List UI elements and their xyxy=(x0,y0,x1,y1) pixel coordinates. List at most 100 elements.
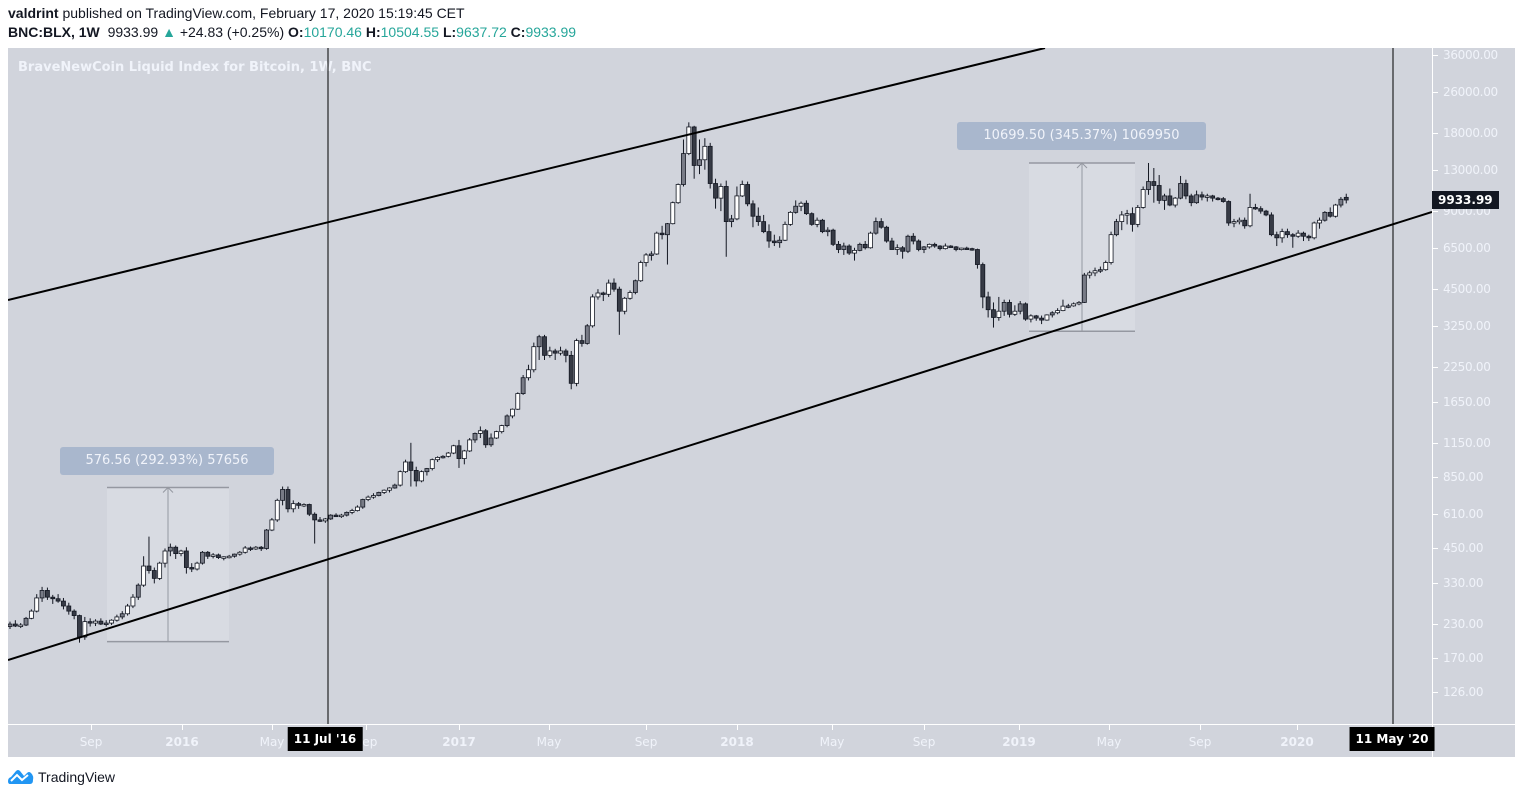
price-tick xyxy=(1433,133,1438,135)
author-name[interactable]: valdrint xyxy=(8,5,59,21)
candle-body xyxy=(1204,195,1210,198)
time-tick xyxy=(924,725,925,730)
candle-body xyxy=(483,430,489,446)
candle-body xyxy=(568,354,574,384)
candle-body xyxy=(1172,197,1178,206)
time-tick xyxy=(1297,725,1298,730)
channel-lower-trendline[interactable] xyxy=(8,211,1432,661)
candle-body xyxy=(424,468,430,473)
price-tick xyxy=(1433,211,1438,213)
candle-body xyxy=(1231,221,1237,224)
candle-body xyxy=(921,246,927,250)
candle-body xyxy=(542,336,547,356)
candle-body xyxy=(515,393,521,410)
candle-body xyxy=(1258,208,1264,212)
candle-body xyxy=(547,350,553,356)
candle-body xyxy=(809,213,815,225)
candle-body xyxy=(461,450,467,459)
measure-label-1[interactable]: 576.56 (292.93%) 57656 xyxy=(60,447,274,475)
candle-body xyxy=(616,288,622,312)
time-axis-label: Sep xyxy=(634,735,658,749)
candle-body xyxy=(419,471,424,482)
open-label: O: xyxy=(288,24,304,40)
candle-body xyxy=(1311,222,1317,239)
candle-body xyxy=(365,496,371,500)
candle-body xyxy=(477,430,483,434)
candle-body xyxy=(39,590,45,599)
candle-body xyxy=(750,203,756,217)
candle-body xyxy=(739,184,745,197)
candle-body xyxy=(371,495,376,498)
candle-body xyxy=(280,489,285,501)
candle-body xyxy=(681,153,686,185)
candle-body xyxy=(1087,272,1093,276)
candle-body xyxy=(119,613,125,618)
candle-body xyxy=(574,340,579,384)
candle-body xyxy=(18,624,24,627)
tradingview-footer[interactable]: TradingView xyxy=(8,768,115,786)
candle-body xyxy=(558,350,563,354)
candle-body xyxy=(937,245,943,250)
price-axis-label: 450.00 xyxy=(1443,541,1484,556)
price-axis-label: 18000.00 xyxy=(1443,126,1498,141)
candle-body xyxy=(349,510,355,513)
candle-body xyxy=(194,562,200,570)
candle-body xyxy=(1065,305,1071,308)
candle-body xyxy=(1156,185,1162,201)
candle-body xyxy=(173,546,179,554)
candle-body xyxy=(638,262,644,282)
candle-body xyxy=(135,584,141,598)
price-tick xyxy=(1433,402,1438,404)
candle-body xyxy=(109,619,114,624)
candle-body xyxy=(221,556,227,559)
candle-body xyxy=(804,202,809,215)
candle-body xyxy=(408,461,414,471)
candle-body xyxy=(600,292,606,295)
candle-body xyxy=(71,610,77,616)
candle-body xyxy=(793,205,799,213)
candle-body xyxy=(82,621,88,638)
candle-body xyxy=(905,235,911,252)
price-axis[interactable]: 36000.00 26000.00 18000.00 13000.00 9000.00 6… xyxy=(1432,48,1515,724)
candle-body xyxy=(975,249,980,265)
candle-body xyxy=(1103,262,1109,271)
candle-body xyxy=(1044,314,1050,321)
candle-body xyxy=(862,243,868,249)
candle-body xyxy=(435,457,441,461)
candle-body xyxy=(948,245,954,248)
candle-body xyxy=(675,184,681,204)
candle-body xyxy=(306,504,312,515)
candle-body xyxy=(771,240,777,244)
candle-body xyxy=(290,503,296,510)
time-axis[interactable]: Sep 2016 May Sep 2017 May Sep 2018 May Sep 2019 May… xyxy=(8,724,1432,757)
measure-label-2[interactable]: 10699.50 (345.37%) 1069950 xyxy=(957,122,1206,150)
candle-body xyxy=(1012,310,1018,315)
candle-body xyxy=(328,514,334,520)
price-axis-label: 2250.00 xyxy=(1443,360,1491,375)
plot-layer xyxy=(8,48,1432,724)
price-tick xyxy=(1433,583,1438,585)
candle-body xyxy=(622,297,628,312)
channel-upper-trendline[interactable] xyxy=(8,48,1046,301)
time-axis-label: May xyxy=(819,735,845,749)
price-tick xyxy=(1433,91,1438,93)
arrow-up-icon xyxy=(162,486,174,493)
candle-body xyxy=(959,247,964,251)
candle-body xyxy=(258,546,264,550)
candle-body xyxy=(686,126,692,154)
high-value: 10504.55 xyxy=(380,24,440,40)
candle-body xyxy=(285,489,291,510)
price-tick xyxy=(1433,658,1438,660)
time-tick xyxy=(1200,725,1201,730)
candle-body xyxy=(852,249,857,254)
candle-body xyxy=(66,605,72,612)
time-tick xyxy=(182,725,183,730)
candle-body xyxy=(1007,302,1012,315)
candle-body xyxy=(1028,315,1034,320)
chart-plot-area[interactable]: BraveNewCoin Liquid Index for Bitcoin, 1… xyxy=(8,48,1432,724)
candle-body xyxy=(841,245,847,250)
price-tick xyxy=(1433,624,1438,626)
candle-body xyxy=(77,615,82,638)
candle-body xyxy=(552,350,558,354)
time-tick xyxy=(366,725,367,730)
